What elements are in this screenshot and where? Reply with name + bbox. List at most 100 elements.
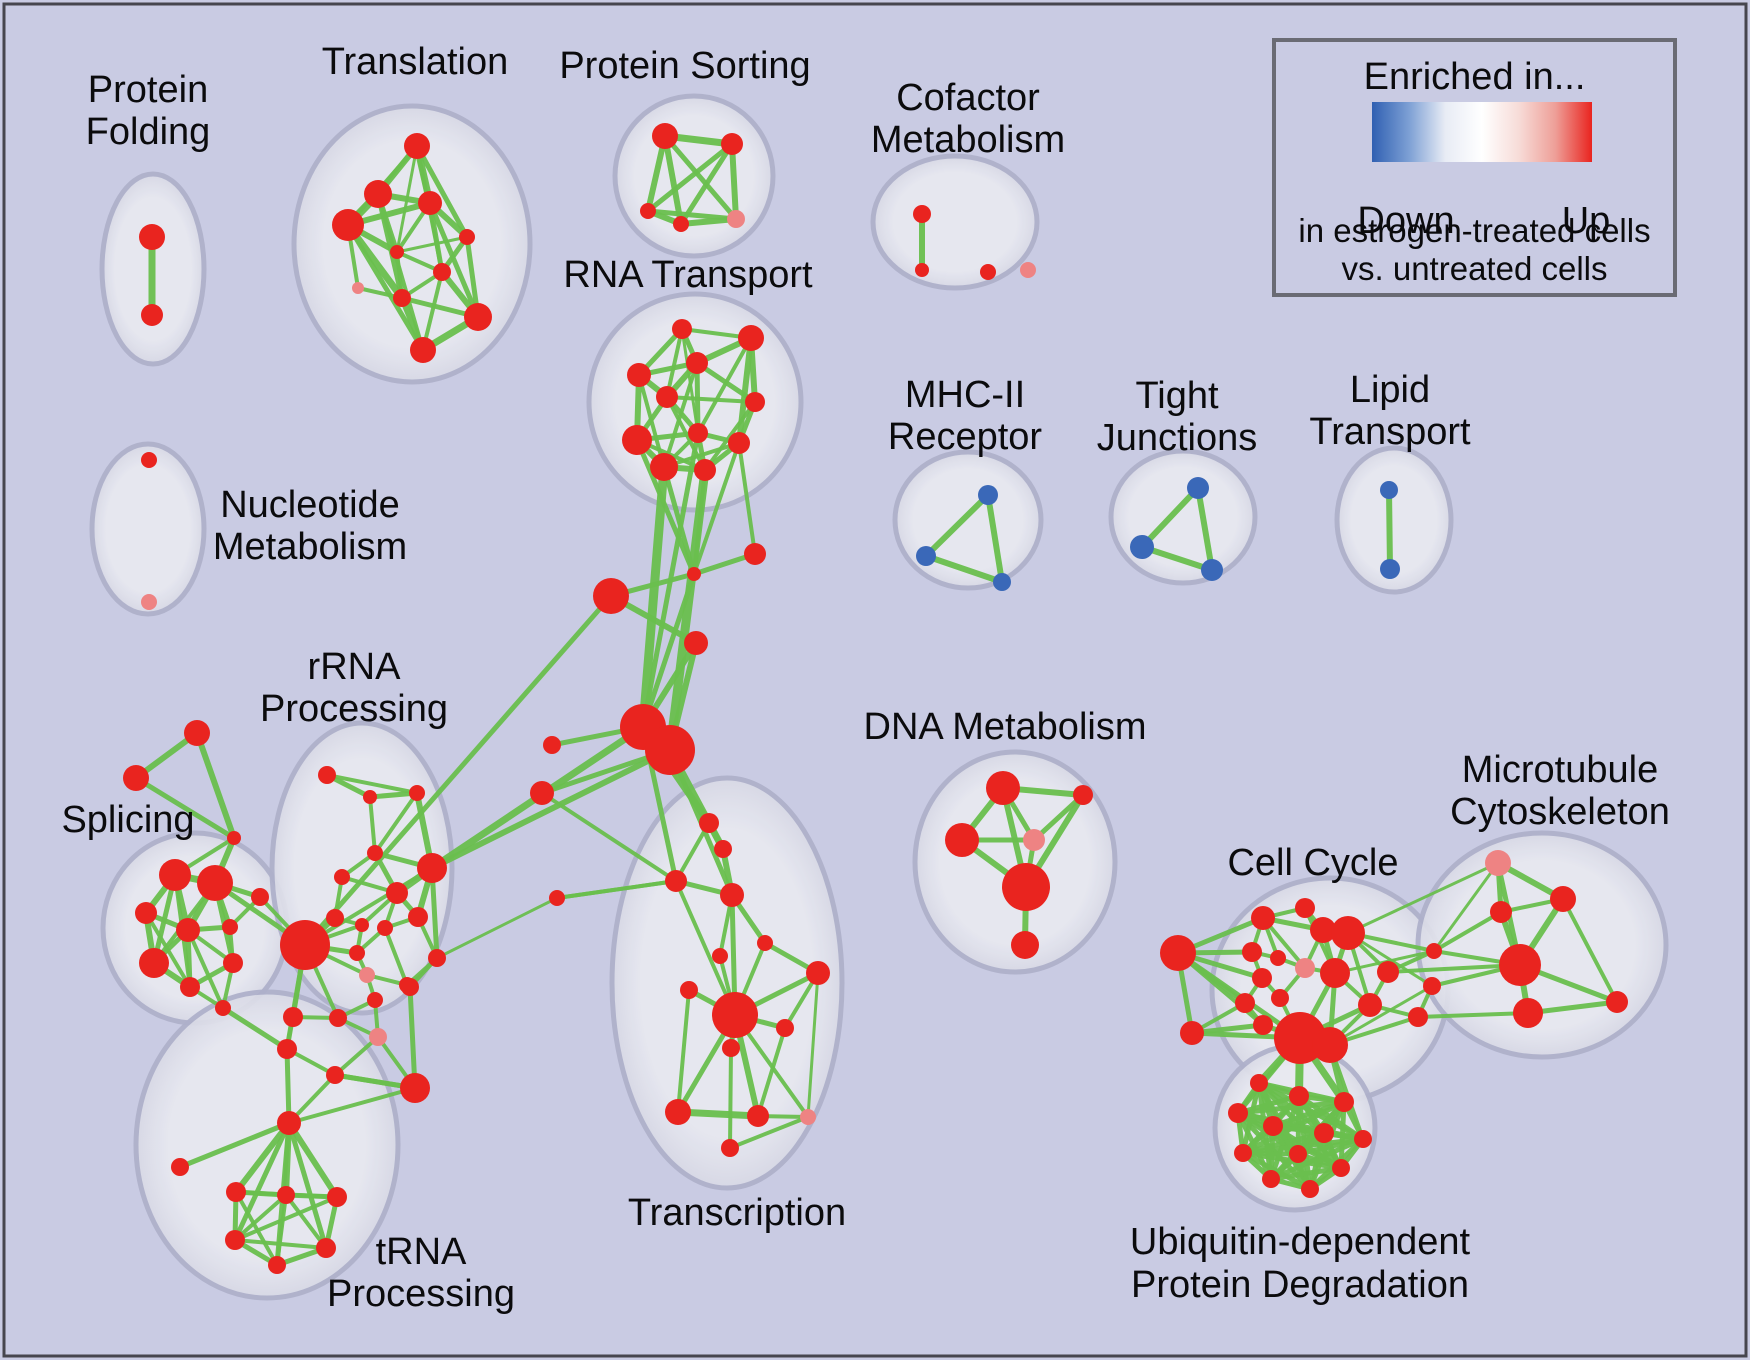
gene-set-node[interactable] (728, 432, 750, 454)
gene-set-node[interactable] (1334, 1092, 1354, 1112)
gene-set-node[interactable] (1423, 977, 1441, 995)
gene-set-node[interactable] (141, 304, 163, 326)
gene-set-node[interactable] (135, 902, 157, 924)
gene-set-node[interactable] (1201, 559, 1223, 581)
gene-set-node[interactable] (1002, 863, 1050, 911)
gene-set-node[interactable] (1187, 477, 1209, 499)
gene-set-node[interactable] (283, 1007, 303, 1027)
gene-set-node[interactable] (720, 883, 744, 907)
gene-set-node[interactable] (1270, 950, 1286, 966)
gene-set-node[interactable] (277, 1111, 301, 1135)
gene-set-node[interactable] (329, 1009, 347, 1027)
gene-set-node[interactable] (993, 573, 1011, 591)
gene-set-node[interactable] (722, 1039, 740, 1057)
gene-set-node[interactable] (141, 452, 157, 468)
gene-set-node[interactable] (640, 203, 656, 219)
gene-set-node[interactable] (665, 1099, 691, 1125)
gene-set-node[interactable] (806, 961, 830, 985)
gene-set-node[interactable] (913, 205, 931, 223)
gene-set-node[interactable] (986, 771, 1020, 805)
gene-set-node[interactable] (222, 919, 238, 935)
gene-set-node[interactable] (459, 229, 475, 245)
gene-set-node[interactable] (622, 425, 652, 455)
gene-set-node[interactable] (1377, 961, 1399, 983)
gene-set-node[interactable] (1020, 262, 1036, 278)
gene-set-node[interactable] (352, 282, 364, 294)
gene-set-node[interactable] (656, 386, 678, 408)
gene-set-node[interactable] (280, 920, 330, 970)
gene-set-node[interactable] (1354, 1130, 1372, 1148)
gene-set-node[interactable] (428, 949, 446, 967)
gene-set-node[interactable] (1295, 898, 1315, 918)
gene-set-node[interactable] (1289, 1086, 1309, 1106)
gene-set-node[interactable] (699, 813, 719, 833)
gene-set-node[interactable] (1130, 535, 1154, 559)
gene-set-node[interactable] (1274, 1012, 1326, 1064)
gene-set-node[interactable] (1310, 917, 1336, 943)
gene-set-node[interactable] (721, 133, 743, 155)
gene-set-node[interactable] (645, 725, 695, 775)
gene-set-node[interactable] (223, 953, 243, 973)
gene-set-node[interactable] (1331, 916, 1365, 950)
gene-set-node[interactable] (680, 981, 698, 999)
gene-set-node[interactable] (543, 736, 561, 754)
gene-set-node[interactable] (215, 1000, 231, 1016)
gene-set-node[interactable] (226, 1182, 246, 1202)
gene-set-node[interactable] (393, 289, 411, 307)
gene-set-node[interactable] (417, 853, 447, 883)
gene-set-node[interactable] (1252, 968, 1272, 988)
gene-set-node[interactable] (184, 720, 210, 746)
gene-set-node[interactable] (334, 869, 350, 885)
gene-set-node[interactable] (171, 1158, 189, 1176)
gene-set-node[interactable] (652, 123, 678, 149)
gene-set-node[interactable] (1250, 1074, 1268, 1092)
gene-set-node[interactable] (1301, 1180, 1319, 1198)
gene-set-node[interactable] (530, 781, 554, 805)
gene-set-node[interactable] (684, 631, 708, 655)
gene-set-node[interactable] (464, 303, 492, 331)
gene-set-node[interactable] (326, 1066, 344, 1084)
gene-set-node[interactable] (757, 935, 773, 951)
gene-set-node[interactable] (687, 567, 701, 581)
gene-set-node[interactable] (433, 263, 451, 281)
gene-set-node[interactable] (916, 546, 936, 566)
gene-set-node[interactable] (1606, 991, 1628, 1013)
gene-set-node[interactable] (776, 1019, 794, 1037)
gene-set-node[interactable] (326, 909, 344, 927)
gene-set-node[interactable] (1234, 1144, 1252, 1162)
gene-set-node[interactable] (915, 263, 929, 277)
gene-set-node[interactable] (1235, 993, 1255, 1013)
gene-set-node[interactable] (390, 245, 404, 259)
gene-set-node[interactable] (251, 888, 269, 906)
gene-set-node[interactable] (650, 453, 678, 481)
gene-set-node[interactable] (1408, 1007, 1428, 1027)
gene-set-node[interactable] (367, 992, 383, 1008)
gene-set-node[interactable] (139, 224, 165, 250)
gene-set-node[interactable] (1320, 958, 1350, 988)
gene-set-node[interactable] (1332, 1159, 1350, 1177)
gene-set-node[interactable] (359, 967, 375, 983)
gene-set-node[interactable] (945, 823, 979, 857)
gene-set-node[interactable] (593, 578, 629, 614)
gene-set-node[interactable] (1160, 935, 1196, 971)
gene-set-node[interactable] (627, 363, 651, 387)
gene-set-node[interactable] (327, 1187, 347, 1207)
gene-set-node[interactable] (712, 992, 758, 1038)
gene-set-node[interactable] (355, 918, 369, 932)
gene-set-node[interactable] (688, 423, 708, 443)
gene-set-node[interactable] (686, 352, 708, 374)
gene-set-node[interactable] (738, 325, 764, 351)
gene-set-node[interactable] (408, 907, 428, 927)
gene-set-node[interactable] (1426, 943, 1442, 959)
gene-set-node[interactable] (1312, 1027, 1348, 1063)
gene-set-node[interactable] (1263, 1116, 1283, 1136)
gene-set-node[interactable] (1180, 1021, 1204, 1045)
gene-set-node[interactable] (1295, 958, 1315, 978)
gene-set-node[interactable] (694, 459, 716, 481)
gene-set-node[interactable] (1485, 850, 1511, 876)
gene-set-node[interactable] (1499, 944, 1541, 986)
gene-set-node[interactable] (672, 319, 692, 339)
gene-set-node[interactable] (277, 1186, 295, 1204)
gene-set-node[interactable] (176, 918, 200, 942)
gene-set-node[interactable] (1023, 829, 1045, 851)
